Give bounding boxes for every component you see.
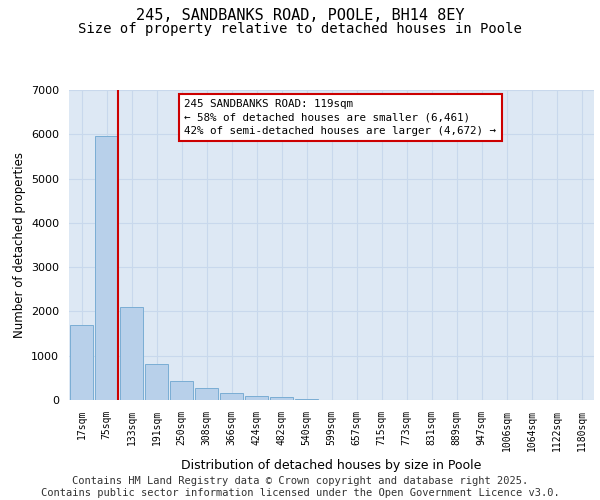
Bar (170, 381, 193, 400)
Bar (270, 398, 293, 400)
Y-axis label: Number of detached properties: Number of detached properties (13, 152, 26, 338)
Bar (245, 396, 268, 400)
Bar (95, 136, 118, 400)
Text: Contains HM Land Registry data © Crown copyright and database right 2025.
Contai: Contains HM Land Registry data © Crown c… (41, 476, 559, 498)
Bar (220, 394, 243, 400)
Text: 245 SANDBANKS ROAD: 119sqm
← 58% of detached houses are smaller (6,461)
42% of s: 245 SANDBANKS ROAD: 119sqm ← 58% of deta… (185, 100, 497, 136)
Bar (70, 324, 93, 400)
Bar (120, 307, 143, 400)
Bar (295, 399, 318, 400)
Bar (145, 364, 168, 400)
Text: 245, SANDBANKS ROAD, POOLE, BH14 8EY: 245, SANDBANKS ROAD, POOLE, BH14 8EY (136, 8, 464, 22)
X-axis label: Distribution of detached houses by size in Poole: Distribution of detached houses by size … (181, 459, 482, 472)
Bar (195, 388, 218, 400)
Text: Size of property relative to detached houses in Poole: Size of property relative to detached ho… (78, 22, 522, 36)
